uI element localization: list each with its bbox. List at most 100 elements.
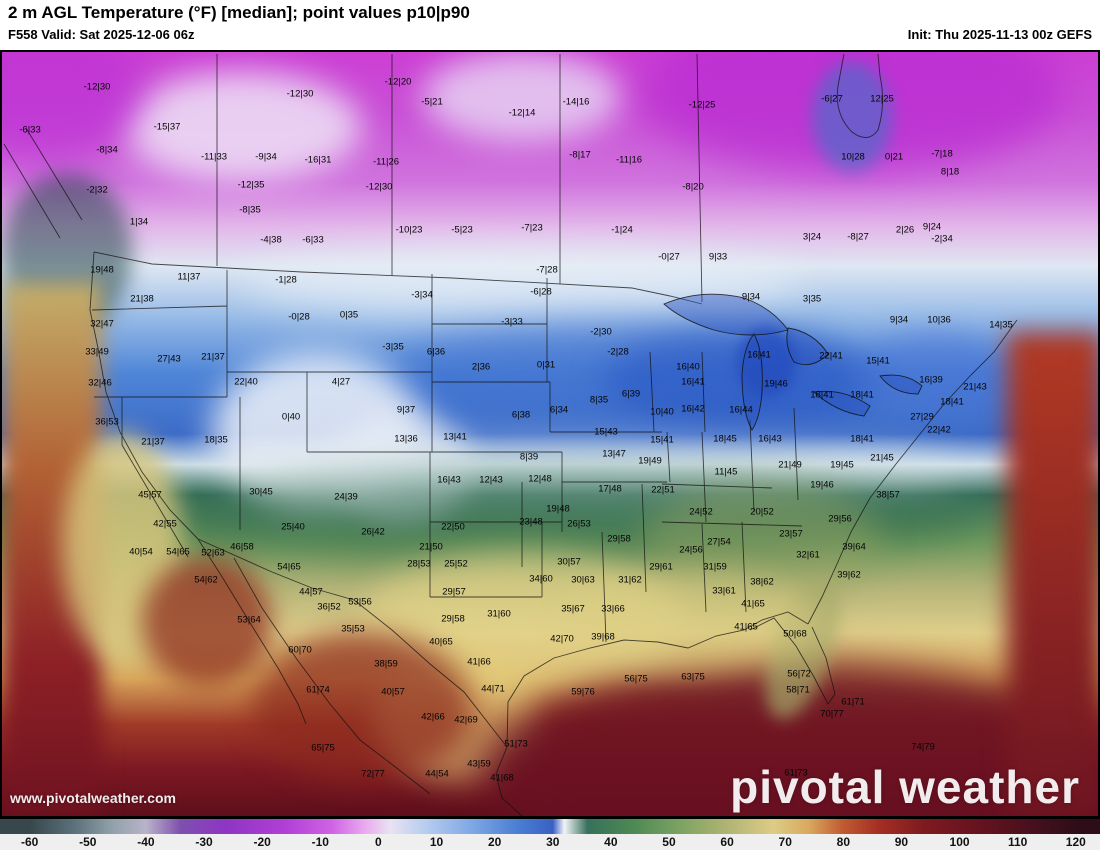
point-value: 58|71 bbox=[786, 684, 810, 696]
point-value: 15|41 bbox=[650, 434, 674, 446]
point-value: 32|46 bbox=[88, 377, 112, 389]
point-value: 72|77 bbox=[361, 768, 385, 780]
point-value: 44|57 bbox=[299, 586, 323, 598]
point-value: 65|75 bbox=[311, 742, 335, 754]
point-value: 32|61 bbox=[796, 549, 820, 561]
point-value: -2|30 bbox=[590, 326, 612, 338]
point-value: 41|65 bbox=[741, 598, 765, 610]
point-value: -9|34 bbox=[255, 151, 277, 163]
point-value: 25|52 bbox=[444, 558, 468, 570]
point-value: 21|45 bbox=[870, 452, 894, 464]
point-value: 41|68 bbox=[490, 772, 514, 784]
point-values-layer: -12|30 -12|30 -12|20 -5|21 -12|14 -14|16 -12|2… bbox=[2, 52, 1098, 816]
point-value: 0|35 bbox=[339, 309, 359, 321]
colorbar-tick-label: 90 bbox=[894, 835, 909, 849]
point-value: -10|23 bbox=[395, 224, 423, 236]
point-value: 2|36 bbox=[471, 361, 491, 373]
point-value: 31|62 bbox=[618, 574, 642, 586]
point-value: 27|29 bbox=[910, 411, 934, 423]
point-value: 0|21 bbox=[884, 151, 904, 163]
point-value: 13|47 bbox=[602, 448, 626, 460]
shade-region bbox=[422, 52, 622, 142]
point-value: 6|39 bbox=[621, 388, 641, 400]
colorbar-tick-label: -30 bbox=[195, 835, 213, 849]
point-value: 34|60 bbox=[529, 573, 553, 585]
point-value: 21|50 bbox=[419, 541, 443, 553]
point-value: -5|21 bbox=[421, 96, 443, 108]
colorbar: -60 -50 -40 -30 -20 -10 0 10 20 30 40 50 60 70 80 90 100… bbox=[0, 818, 1100, 850]
point-value: 16|42 bbox=[681, 403, 705, 415]
florida-coastline-path bbox=[749, 617, 836, 705]
lake-huron-path bbox=[786, 327, 829, 366]
point-value: -12|30 bbox=[286, 88, 314, 100]
point-value: 21|38 bbox=[130, 293, 154, 305]
point-value: 27|43 bbox=[157, 353, 181, 365]
point-value: 41|66 bbox=[467, 656, 491, 668]
point-value: 29|58 bbox=[607, 533, 631, 545]
point-value: -5|23 bbox=[451, 224, 473, 236]
geo-borders bbox=[3, 53, 1018, 816]
point-value: 21|37 bbox=[141, 436, 165, 448]
point-value: -8|27 bbox=[847, 231, 869, 243]
point-value: -3|33 bbox=[501, 316, 523, 328]
point-value: 1|34 bbox=[129, 216, 149, 228]
point-value: 12|43 bbox=[479, 474, 503, 486]
colorbar-tick-label: 40 bbox=[604, 835, 618, 849]
point-value: 18|35 bbox=[204, 434, 228, 446]
point-value: 42|55 bbox=[153, 518, 177, 530]
colorbar-tick-label: 120 bbox=[1065, 835, 1086, 849]
point-value: 22|40 bbox=[234, 376, 258, 388]
init-time-label: Init: Thu 2025-11-13 00z GEFS bbox=[907, 27, 1092, 42]
point-value: 19|45 bbox=[830, 459, 854, 471]
point-value: 16|44 bbox=[729, 404, 753, 416]
point-value: 74|79 bbox=[911, 741, 935, 753]
point-value: 51|73 bbox=[504, 738, 528, 750]
point-value: 10|36 bbox=[927, 314, 951, 326]
temperature-map-canvas[interactable]: -12|30 -12|30 -12|20 -5|21 -12|14 -14|16 -12|2… bbox=[0, 50, 1100, 818]
point-value: 16|41 bbox=[747, 349, 771, 361]
point-value: 11|37 bbox=[177, 271, 201, 283]
point-value: 0|31 bbox=[536, 359, 556, 371]
point-value: 9|33 bbox=[708, 251, 728, 263]
point-value: 4|27 bbox=[331, 376, 351, 388]
point-value: 21|49 bbox=[778, 459, 802, 471]
baja-coastline-path bbox=[197, 538, 431, 795]
point-value: 19|49 bbox=[638, 455, 662, 467]
point-value: 19|48 bbox=[546, 503, 570, 515]
point-value: 9|34 bbox=[741, 291, 761, 303]
point-value: 21|43 bbox=[963, 381, 987, 393]
point-value: 22|41 bbox=[819, 350, 843, 362]
point-value: 6|38 bbox=[511, 409, 531, 421]
point-value: 19|46 bbox=[764, 378, 788, 390]
colorbar-tick-label: -10 bbox=[311, 835, 329, 849]
point-value: -0|28 bbox=[288, 311, 310, 323]
shade-region bbox=[122, 72, 362, 182]
point-value: 60|70 bbox=[288, 644, 312, 656]
point-value: -7|28 bbox=[536, 264, 558, 276]
point-value: -1|24 bbox=[611, 224, 633, 236]
point-value: -2|28 bbox=[607, 346, 629, 358]
point-value: -7|23 bbox=[521, 222, 543, 234]
point-value: 24|39 bbox=[334, 491, 358, 503]
point-value: 9|34 bbox=[889, 314, 909, 326]
colorbar-gradient bbox=[0, 818, 1100, 835]
colorbar-tick-label: 0 bbox=[375, 835, 382, 849]
point-value: 59|76 bbox=[571, 686, 595, 698]
colorbar-tick-label: 60 bbox=[720, 835, 734, 849]
point-value: 16|41 bbox=[681, 376, 705, 388]
point-value: 36|52 bbox=[317, 601, 341, 613]
shade-region bbox=[812, 62, 892, 172]
point-value: 18|41 bbox=[850, 389, 874, 401]
point-value: 39|68 bbox=[591, 631, 615, 643]
point-value: -1|28 bbox=[275, 274, 297, 286]
point-value: 22|51 bbox=[651, 484, 675, 496]
point-value: 63|75 bbox=[681, 671, 705, 683]
point-value: 16|43 bbox=[437, 474, 461, 486]
point-value: 43|59 bbox=[467, 758, 491, 770]
point-value: 8|35 bbox=[589, 394, 609, 406]
point-value: 11|45 bbox=[714, 466, 738, 478]
point-value: 54|65 bbox=[166, 546, 190, 558]
point-value: 8|18 bbox=[940, 166, 960, 178]
point-value: 3|35 bbox=[802, 293, 822, 305]
point-value: -12|30 bbox=[365, 181, 393, 193]
